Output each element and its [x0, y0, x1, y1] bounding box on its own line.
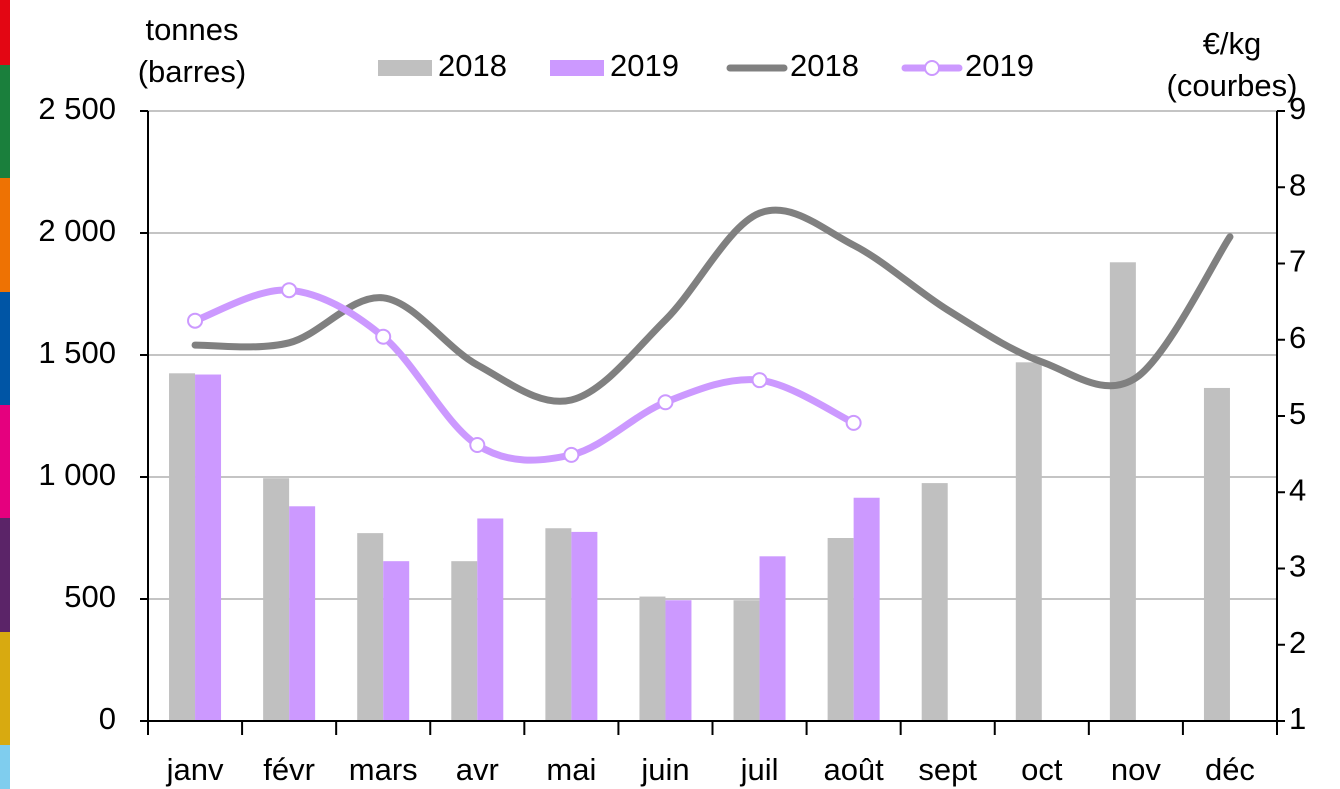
bar [639, 596, 666, 721]
marker [281, 282, 298, 299]
y2-tick-label: 8 [1289, 167, 1306, 202]
line [191, 206, 1234, 405]
x-tick-label: févr [263, 752, 315, 787]
y2-tick-label: 6 [1289, 320, 1306, 355]
y2-tick-label: 1 [1289, 701, 1306, 736]
marker [563, 446, 580, 463]
marker [469, 436, 486, 453]
y-tick-label: 2 000 [38, 213, 116, 248]
bar [195, 374, 222, 721]
marker [751, 372, 768, 389]
y2-tick-label: 5 [1289, 396, 1306, 431]
x-tick-label: mars [349, 752, 418, 787]
marker [375, 328, 392, 345]
bar [477, 518, 504, 721]
bar [169, 373, 196, 721]
x-tick-label: juil [740, 752, 779, 787]
y2-label: €/kg [1203, 26, 1262, 61]
x-tick-label: mai [546, 752, 596, 787]
y-label: (barres) [138, 54, 247, 89]
legend-label: 2018 [790, 48, 859, 83]
y2-label: (courbes) [1167, 68, 1298, 103]
y2-tick-label: 7 [1289, 244, 1306, 279]
bar [451, 561, 478, 721]
x-tick-label: août [823, 752, 884, 787]
x-tick-label: sept [918, 752, 977, 787]
bar [733, 600, 760, 721]
y2-tick-label: 2 [1289, 625, 1306, 660]
bar [263, 478, 290, 721]
x-tick-label: juin [640, 752, 689, 787]
legend-label: 2019 [610, 48, 679, 83]
bar [357, 533, 384, 721]
y2-tick-label: 3 [1289, 549, 1306, 584]
x-tick-label: déc [1205, 752, 1255, 787]
y2-tick-label: 9 [1289, 91, 1306, 126]
legend-swatch [378, 60, 432, 76]
side-strip [0, 0, 10, 789]
legend-swatch [550, 60, 604, 76]
y-label: tonnes [145, 12, 238, 47]
x-tick-label: nov [1111, 752, 1161, 787]
x-tick-label: oct [1021, 752, 1063, 787]
x-tick-label: janv [166, 752, 224, 787]
legend-marker [924, 60, 940, 76]
bar [665, 600, 692, 721]
bar [921, 483, 948, 721]
bar [1109, 262, 1136, 721]
bar [827, 538, 854, 721]
y-tick-label: 1 000 [38, 457, 116, 492]
y-tick-label: 1 500 [38, 335, 116, 370]
legend-label: 2019 [965, 48, 1034, 83]
bar [853, 497, 880, 721]
line [191, 286, 858, 464]
x-tick-label: avr [456, 752, 499, 787]
bar [545, 528, 572, 721]
bar [289, 506, 316, 721]
bar [1203, 387, 1230, 721]
bar [571, 531, 598, 721]
bar [759, 556, 786, 721]
y2-tick-label: 4 [1289, 472, 1306, 507]
marker [845, 414, 862, 431]
y-tick-label: 500 [64, 579, 116, 614]
legend-label: 2018 [438, 48, 507, 83]
bar [383, 561, 410, 721]
y-tick-label: 2 500 [38, 91, 116, 126]
marker [187, 312, 204, 329]
y-tick-label: 0 [99, 701, 116, 736]
marker [657, 394, 674, 411]
bar [1015, 362, 1042, 721]
